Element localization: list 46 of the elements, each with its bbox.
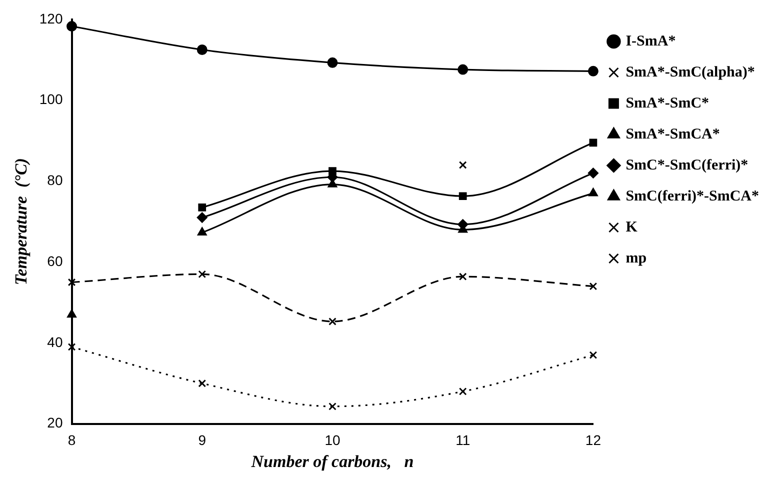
- point: [67, 309, 76, 318]
- point: [589, 351, 598, 359]
- point: [458, 192, 467, 200]
- x-axis-title: Number of carbons, n: [250, 452, 414, 472]
- x-tick-label: 12: [585, 432, 602, 448]
- point: [589, 138, 598, 147]
- x-tick-label: 9: [198, 432, 206, 448]
- point: [588, 168, 598, 178]
- y-tick-label: 60: [47, 252, 63, 269]
- legend-label: K: [626, 219, 638, 236]
- legend-label: SmA*-SmCA*: [626, 126, 720, 142]
- point: [458, 64, 468, 75]
- legend-label: SmC(ferri)*-SmCA*: [626, 188, 760, 204]
- point: [327, 57, 338, 68]
- point: [328, 318, 336, 326]
- y-tick-label: 100: [39, 91, 63, 108]
- point: [68, 343, 76, 351]
- point: [196, 212, 208, 223]
- y-tick-label: 80: [47, 172, 63, 188]
- point: [458, 388, 467, 396]
- point: [68, 278, 76, 286]
- legend-label: SmA*-SmC(alpha)*: [626, 64, 755, 80]
- y-tick-label: 120: [39, 10, 63, 26]
- point: [66, 21, 78, 32]
- point: [458, 272, 467, 281]
- legend-label: mp: [626, 250, 647, 266]
- x-tick-label: 8: [68, 432, 76, 448]
- point: [196, 44, 208, 55]
- x-tick-label: 11: [456, 432, 470, 448]
- legend-label: SmA*-SmC*: [626, 95, 710, 112]
- y-tick-label: 20: [47, 414, 63, 431]
- point: [328, 402, 336, 410]
- y-tick-label: 40: [47, 334, 63, 350]
- point: [328, 167, 336, 175]
- point: [588, 66, 598, 76]
- x-tick-label: 10: [324, 432, 340, 448]
- point: [197, 227, 207, 236]
- point: [198, 204, 206, 212]
- legend-label: SmC*-SmC(ferri)*: [626, 157, 748, 174]
- y-axis-title: Temperature (°C): [12, 158, 31, 286]
- point: [458, 161, 467, 169]
- point: [198, 270, 206, 278]
- legend-label: I-SmA*: [626, 33, 676, 50]
- point: [588, 188, 598, 196]
- point: [198, 379, 206, 388]
- point: [589, 282, 598, 290]
